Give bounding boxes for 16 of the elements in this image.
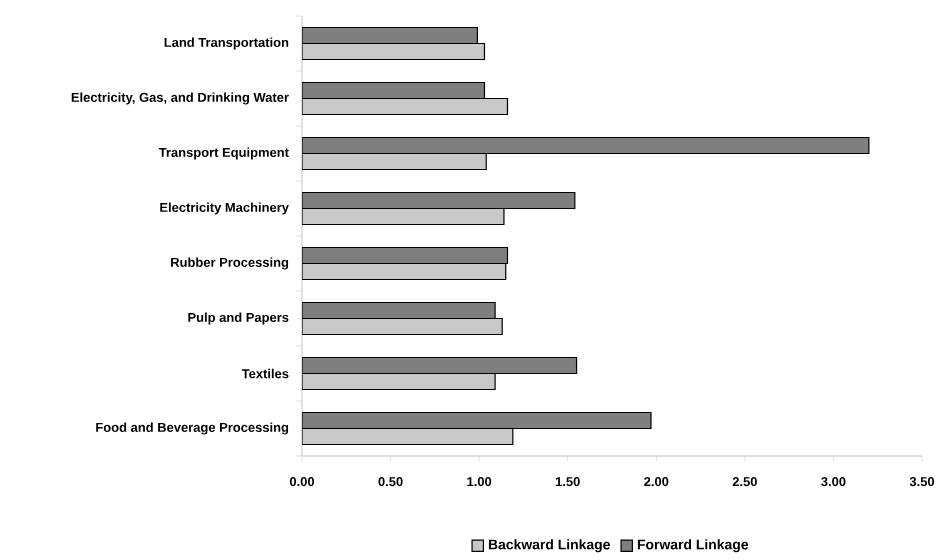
- bar: [302, 136, 870, 155]
- bar: [302, 317, 503, 336]
- bar: [302, 427, 514, 446]
- bar: [302, 26, 478, 45]
- bar: [302, 81, 486, 100]
- bar: [302, 301, 496, 320]
- bar: [302, 207, 505, 226]
- bar: [302, 372, 496, 391]
- bar: [302, 152, 487, 171]
- bar: [302, 246, 509, 265]
- bar: [302, 411, 652, 430]
- bar: [302, 97, 509, 116]
- bar: [302, 42, 486, 61]
- bar: [302, 262, 507, 281]
- bar: [302, 356, 578, 375]
- bar: [302, 191, 576, 210]
